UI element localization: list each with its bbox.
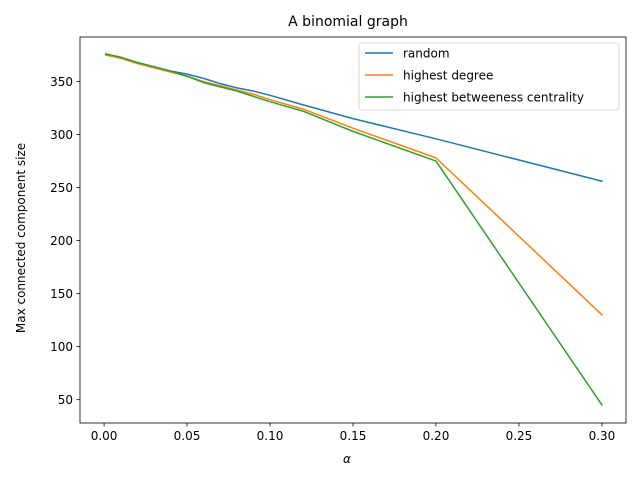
x-axis-label: α	[343, 452, 351, 466]
y-tick-label: 150	[50, 287, 73, 301]
y-axis-label: Max connected component size	[14, 143, 28, 333]
x-tick-label: 0.15	[340, 429, 367, 443]
legend-label-1: highest degree	[403, 68, 493, 82]
series-line-1	[104, 54, 604, 316]
y-tick-label: 200	[50, 234, 73, 248]
ticks: 0.00 0.05 0.10 0.15 0.20 0.25 0.30 50 100 150 200 2…	[50, 75, 615, 443]
series-line-2	[104, 53, 603, 407]
x-tick-label: 0.25	[506, 429, 533, 443]
x-tick-label: 0.20	[423, 429, 450, 443]
y-tick-label: 350	[50, 75, 73, 89]
legend-label-0: random	[403, 46, 450, 60]
x-tick-label: 0.00	[91, 429, 118, 443]
y-tick-label: 100	[50, 340, 73, 354]
y-tick-label: 50	[58, 393, 73, 407]
x-tick-label: 0.10	[257, 429, 284, 443]
legend: random highest degree highest betweeness c…	[358, 42, 620, 111]
x-tick-label: 0.30	[589, 429, 616, 443]
legend-box	[358, 42, 620, 111]
legend-label-2: highest betweeness centrality	[403, 90, 584, 104]
chart-title: A binomial graph	[288, 14, 408, 30]
y-tick-label: 250	[50, 181, 73, 195]
x-tick-label: 0.05	[174, 429, 201, 443]
plot-area	[104, 53, 604, 407]
y-tick-label: 300	[50, 128, 73, 142]
